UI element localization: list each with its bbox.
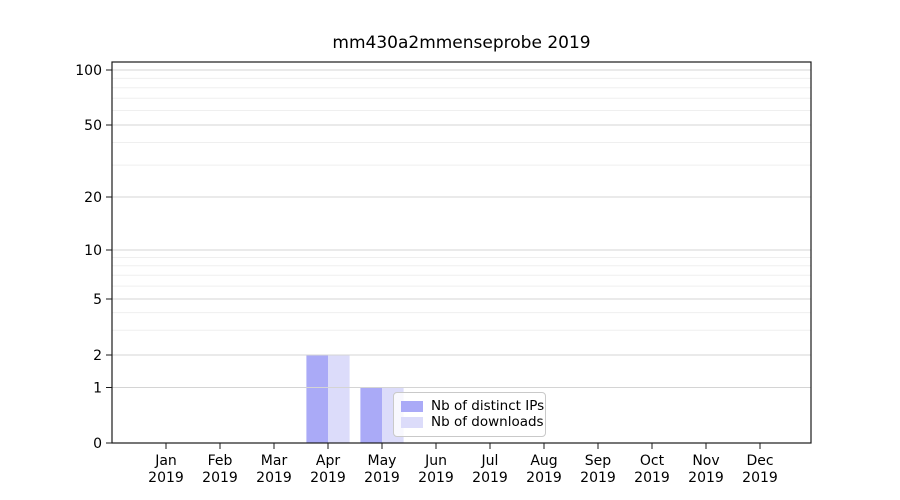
x-tick-label-month-dec: Dec	[746, 453, 773, 469]
x-tick-label-year-dec: 2019	[742, 470, 778, 486]
x-tick-label-month-jul: Jul	[481, 453, 499, 469]
plot-border	[111, 61, 812, 444]
bar-distinct-ips-apr	[306, 355, 328, 443]
x-tick-label-year-sep: 2019	[580, 470, 616, 486]
x-tick-label-month-jun: Jun	[424, 453, 447, 469]
x-tick-label-month-may: May	[368, 453, 397, 469]
x-tick-label-year-oct: 2019	[634, 470, 670, 486]
chart-title: mm430a2mmenseprobe 2019	[332, 33, 591, 53]
x-tick-label-year-mar: 2019	[256, 470, 292, 486]
y-tick-label-10: 10	[84, 243, 102, 259]
x-tick-label-year-apr: 2019	[310, 470, 346, 486]
x-tick-label-year-feb: 2019	[202, 470, 238, 486]
x-tick-label-year-jun: 2019	[418, 470, 454, 486]
x-tick-label-year-may: 2019	[364, 470, 400, 486]
legend-item-distinct-ips: Nb of distinct IPs	[401, 399, 544, 414]
y-tick-label-20: 20	[84, 190, 102, 206]
x-tick-label-month-jan: Jan	[154, 453, 177, 469]
legend: Nb of distinct IPs Nb of downloads	[393, 392, 546, 437]
x-tick-label-month-feb: Feb	[208, 453, 233, 469]
y-tick-label-1: 1	[93, 381, 102, 397]
x-tick-label-month-aug: Aug	[530, 453, 557, 469]
y-tick-label-5: 5	[93, 292, 102, 308]
legend-label-distinct-ips: Nb of distinct IPs	[431, 397, 545, 414]
x-tick-label-year-nov: 2019	[688, 470, 724, 486]
y-tick-label-0: 0	[93, 436, 102, 452]
x-tick-label-month-mar: Mar	[261, 453, 288, 469]
bar-downloads-apr	[328, 355, 350, 443]
y-tick-label-50: 50	[84, 118, 102, 134]
legend-item-downloads: Nb of downloads	[401, 415, 544, 430]
legend-swatch-downloads	[401, 417, 423, 429]
legend-label-downloads: Nb of downloads	[431, 414, 544, 430]
bar-distinct-ips-may	[360, 387, 382, 443]
x-tick-label-year-aug: 2019	[526, 470, 562, 486]
x-tick-label-year-jul: 2019	[472, 470, 508, 486]
y-tick-label-2: 2	[93, 348, 102, 364]
x-tick-label-month-sep: Sep	[585, 453, 612, 469]
x-tick-label-month-apr: Apr	[316, 453, 340, 469]
x-tick-label-month-nov: Nov	[692, 453, 719, 469]
x-tick-label-year-jan: 2019	[148, 470, 184, 486]
x-tick-label-month-oct: Oct	[640, 453, 665, 469]
y-tick-label-100: 100	[75, 63, 102, 79]
legend-swatch-distinct-ips	[401, 400, 423, 412]
